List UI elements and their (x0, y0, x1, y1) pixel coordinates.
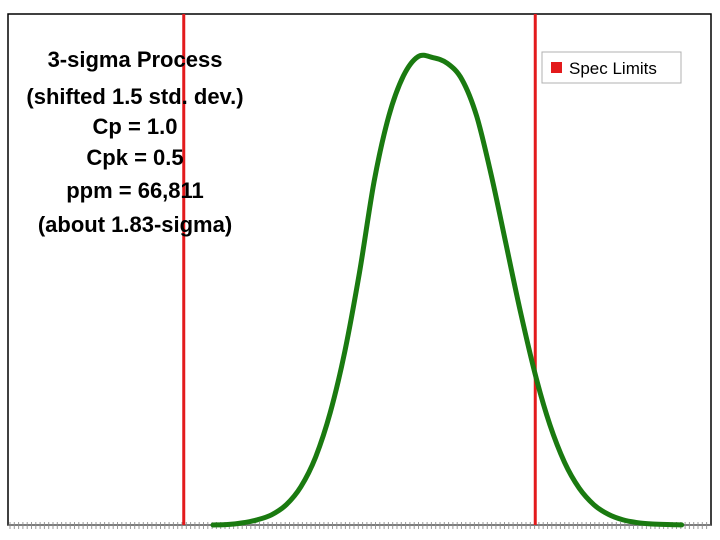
annotation-line-2: (shifted 1.5 std. dev.) (26, 84, 243, 109)
annotation-line-3: Cp = 1.0 (93, 114, 178, 139)
annotation-line-5: ppm = 66,811 (66, 178, 204, 203)
annotation-block: 3-sigma Process (shifted 1.5 std. dev.) … (26, 47, 243, 237)
legend-swatch (551, 62, 562, 73)
spec-limit-lines (182, 14, 537, 525)
annotation-line-6: (about 1.83-sigma) (38, 212, 232, 237)
annotation-line-1: 3-sigma Process (48, 47, 223, 72)
legend-label: Spec Limits (569, 59, 657, 78)
legend-box (541, 51, 682, 84)
annotation-line-4: Cpk = 0.5 (86, 145, 183, 170)
legend: Spec Limits (541, 51, 682, 84)
distribution-curve (210, 52, 685, 528)
